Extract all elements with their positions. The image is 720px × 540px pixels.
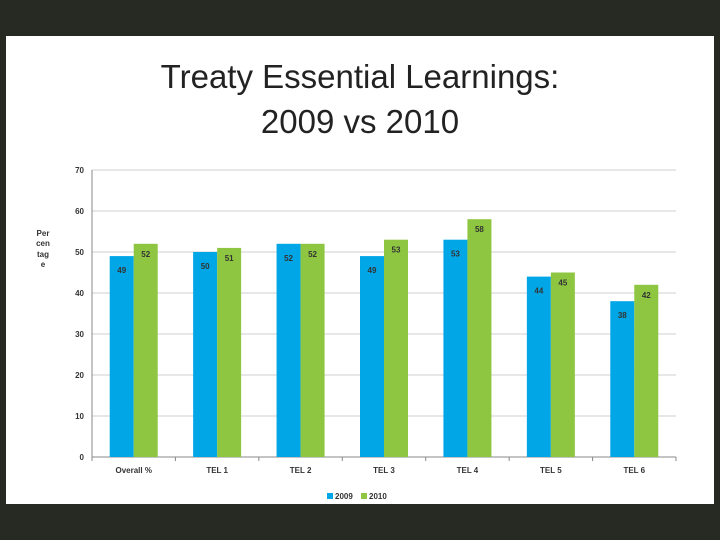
y-tick-label: 70	[75, 166, 84, 175]
y-tick-label: 60	[75, 207, 84, 216]
data-label: 45	[558, 279, 567, 288]
y-tick-label: 20	[75, 371, 84, 380]
bar-2010	[217, 247, 242, 457]
chart-title: Treaty Essential Learnings: 2009 vs 2010	[6, 54, 714, 144]
x-tick-label: TEL 1	[206, 466, 228, 475]
data-label: 44	[534, 287, 543, 296]
data-label: 53	[392, 246, 401, 255]
data-label: 52	[141, 250, 150, 259]
data-label: 38	[618, 311, 627, 320]
legend-label: 2009	[335, 492, 353, 501]
data-label: 51	[225, 254, 234, 263]
x-tick-label: TEL 5	[540, 466, 562, 475]
data-label: 49	[368, 266, 377, 275]
data-label: 52	[308, 250, 317, 259]
title-line-1: Treaty Essential Learnings:	[160, 58, 560, 95]
legend-swatch-2009	[327, 493, 333, 499]
x-tick-label: TEL 3	[373, 466, 395, 475]
bar-2010	[300, 243, 325, 457]
legend-label: 2010	[369, 492, 387, 501]
y-tick-label: 30	[75, 330, 84, 339]
y-tick-label: 50	[75, 248, 84, 257]
x-tick-label: TEL 6	[623, 466, 645, 475]
bar-2010	[467, 219, 492, 457]
x-tick-label: TEL 2	[290, 466, 312, 475]
y-tick-label: 0	[80, 453, 85, 462]
x-tick-label: Overall %	[115, 466, 151, 475]
data-label: 58	[475, 225, 484, 234]
data-label: 52	[284, 254, 293, 263]
bar-2009	[526, 276, 551, 457]
bar-2009	[443, 239, 468, 457]
bar-2009	[109, 256, 134, 457]
bar-2010	[550, 272, 575, 457]
data-label: 49	[117, 266, 126, 275]
bar-2009	[193, 252, 218, 457]
y-tick-label: 40	[75, 289, 84, 298]
x-tick-label: TEL 4	[457, 466, 479, 475]
bar-2009	[276, 243, 301, 457]
bar-2010	[384, 239, 408, 457]
y-tick-label: 10	[75, 412, 84, 421]
chart-area: 0 10 20 30 40 50 60 70 Overall % 49 52 TEL 1 50 51 TEL…	[33, 156, 697, 506]
bar-2009	[360, 256, 384, 457]
legend-swatch-2010	[361, 493, 367, 499]
y-axis-label: Percentage	[36, 229, 50, 270]
bar-2009	[610, 301, 635, 457]
data-label: 53	[451, 250, 460, 259]
data-label: 42	[642, 291, 651, 300]
bar-chart: 0 10 20 30 40 50 60 70 Overall % 49 52 TEL 1 50 51 TEL…	[75, 166, 677, 501]
bar-2010	[634, 284, 659, 457]
data-label: 50	[201, 262, 210, 271]
bar-2010	[133, 243, 158, 457]
title-line-2: 2009 vs 2010	[260, 103, 460, 140]
